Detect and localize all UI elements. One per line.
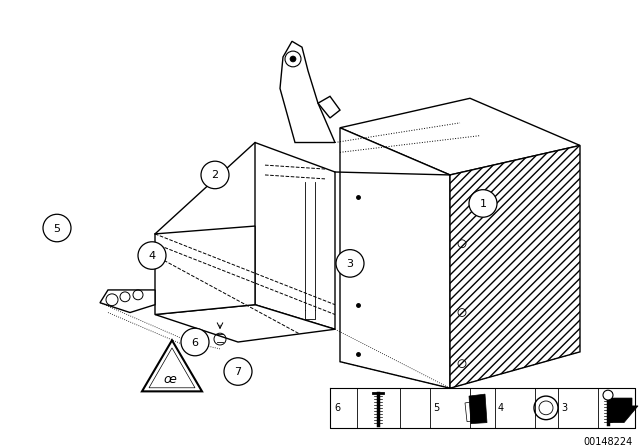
Circle shape xyxy=(138,242,166,269)
Text: 6: 6 xyxy=(334,403,340,413)
Circle shape xyxy=(181,328,209,356)
Text: 3: 3 xyxy=(561,403,567,413)
Circle shape xyxy=(290,56,296,62)
Text: 4: 4 xyxy=(148,251,156,261)
Polygon shape xyxy=(100,290,155,313)
Text: 2: 2 xyxy=(211,170,219,181)
Circle shape xyxy=(336,250,364,277)
Polygon shape xyxy=(340,128,450,388)
Polygon shape xyxy=(318,96,340,118)
Circle shape xyxy=(43,214,71,242)
Text: 1: 1 xyxy=(479,199,486,209)
Polygon shape xyxy=(142,340,202,392)
Text: 6: 6 xyxy=(191,337,198,348)
Text: œ: œ xyxy=(164,373,177,386)
Polygon shape xyxy=(255,142,335,329)
Polygon shape xyxy=(155,226,255,314)
Polygon shape xyxy=(469,394,487,424)
Polygon shape xyxy=(340,98,580,175)
Circle shape xyxy=(224,358,252,385)
Circle shape xyxy=(201,161,229,189)
Polygon shape xyxy=(450,146,580,388)
Text: 4: 4 xyxy=(498,403,504,413)
Text: 5: 5 xyxy=(54,224,61,233)
Text: 5: 5 xyxy=(433,403,439,413)
Text: 7: 7 xyxy=(234,367,241,377)
Polygon shape xyxy=(155,305,335,342)
Circle shape xyxy=(603,390,613,400)
Circle shape xyxy=(469,190,497,217)
Polygon shape xyxy=(610,398,638,422)
Text: 3: 3 xyxy=(346,259,353,269)
Text: 00148224: 00148224 xyxy=(584,437,633,448)
Polygon shape xyxy=(280,41,335,142)
